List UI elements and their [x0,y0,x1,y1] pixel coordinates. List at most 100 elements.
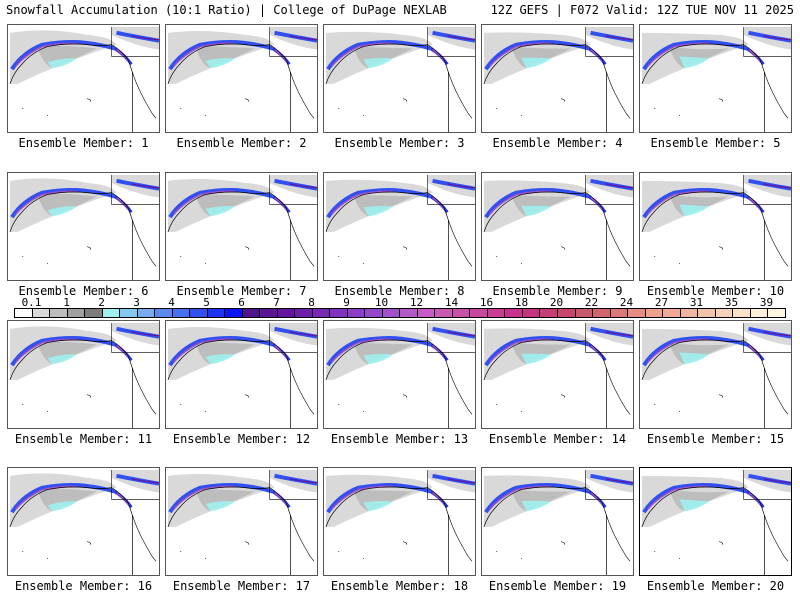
island-hawaii [86,541,92,545]
snowfall-map [165,172,318,281]
colorbar-swatch [382,309,401,317]
colorbar-swatch [487,309,506,317]
ensemble-panel: Ensemble Member: 4 [481,24,634,150]
colorbar-swatch [120,309,138,317]
snow-blue-band [484,188,590,219]
snow-purple-band [647,42,710,67]
snow-lightblue [205,501,236,512]
snow-lightblue [363,501,394,512]
colorbar-tick-label: 35 [724,296,739,309]
colorbar-swatch [365,309,383,317]
ensemble-panel: Ensemble Member: 9 [481,172,634,298]
snowfall-map [323,172,476,281]
coastline-west [132,368,157,415]
colorbar-swatch [540,309,558,317]
colorbar-tick-label: 0.1 [21,296,42,309]
colorbar-swatch [190,309,208,317]
snow-purple-ne [447,478,475,484]
colorbar-swatch [50,309,68,317]
map-canvas [167,26,317,132]
snow-purple-band [489,190,552,215]
island-hawaii [86,394,92,398]
colorbar-tick-label: 39 [759,296,774,309]
island-hawaii [244,541,250,545]
colorbar-swatch [277,309,296,317]
snow-blue-band [168,336,274,367]
colorbar-swatches [14,308,786,318]
snow-purple-ne [605,35,633,41]
snow-purple-ne [131,183,159,189]
coastline [325,339,449,428]
ensemble-member-label: Ensemble Member: 15 [646,432,785,446]
snow-purple-band [15,485,78,510]
map-canvas [483,174,633,280]
border-line [269,26,317,57]
colorbar-swatch [663,309,681,317]
island-hawaii [718,246,724,250]
colorbar-swatch [645,309,664,317]
snow-blue-band [168,40,274,71]
snowfall-map [481,172,634,281]
colorbar-swatch [435,309,453,317]
colorbar-swatch [733,309,751,317]
island-hawaii [560,98,566,102]
snow-lightblue [679,56,710,69]
snow-purple-band [331,338,394,363]
colorbar-swatch [295,309,313,317]
snow-purple-ne [763,478,791,484]
coastline [325,191,449,280]
border-line [427,322,475,353]
ensemble-member-label: Ensemble Member: 9 [492,284,623,298]
snow-purple-ne [763,35,791,41]
map-canvas [641,26,791,132]
border-line [743,322,791,353]
map-canvas [641,469,791,575]
border-line [111,26,159,57]
island-hawaii [560,394,566,398]
snow-purple-band [647,485,710,510]
coastline [9,339,133,428]
map-canvas [325,26,475,132]
island-hawaii [244,394,250,398]
ensemble-panel: Ensemble Member: 3 [323,24,476,150]
ensemble-panel: Ensemble Member: 8 [323,172,476,298]
coastline-west [132,220,157,267]
snow-blue-band [484,40,590,71]
ensemble-member-label: Ensemble Member: 8 [334,284,465,298]
border-line [743,26,791,57]
snow-purple-ne [605,183,633,189]
snow-purple-band [331,42,394,67]
ensemble-panel: Ensemble Member: 14 [481,320,634,446]
colorbar-ticks: 0.1 1 2 3 4 5 6 7 8 9 10 12 14 16 18 20 22 24 27 31 35 39 [14,296,786,309]
colorbar-tick-label: 20 [549,296,564,309]
snow-lightblue [205,58,236,69]
snowfall-map [165,24,318,133]
island-hawaii [244,98,250,102]
map-canvas [167,174,317,280]
ensemble-panel: Ensemble Member: 15 [639,320,792,446]
snow-blue-band [642,40,748,71]
island-hawaii [718,394,724,398]
colorbar-swatch [610,309,629,317]
colorbar-tick-label: 7 [273,296,280,309]
coastline-west [290,368,315,415]
coastline-west [132,72,157,119]
snow-purple-band [173,338,236,363]
coastline-west [290,515,315,562]
snowfall-map [165,320,318,429]
coastline-west [606,72,631,119]
snow-lightblue [47,501,78,512]
snow-lightblue [679,499,710,512]
coastline [641,486,765,575]
colorbar-swatch [680,309,699,317]
coastline [167,486,291,575]
snow-purple-band [173,190,236,215]
island-hawaii [86,98,92,102]
coastline [325,43,449,132]
coastline [641,191,765,280]
snow-lightblue [679,352,710,365]
colorbar-swatch [557,309,576,317]
snow-lightblue [47,58,78,69]
coastline-west [290,220,315,267]
ensemble-panel: Ensemble Member: 7 [165,172,318,298]
